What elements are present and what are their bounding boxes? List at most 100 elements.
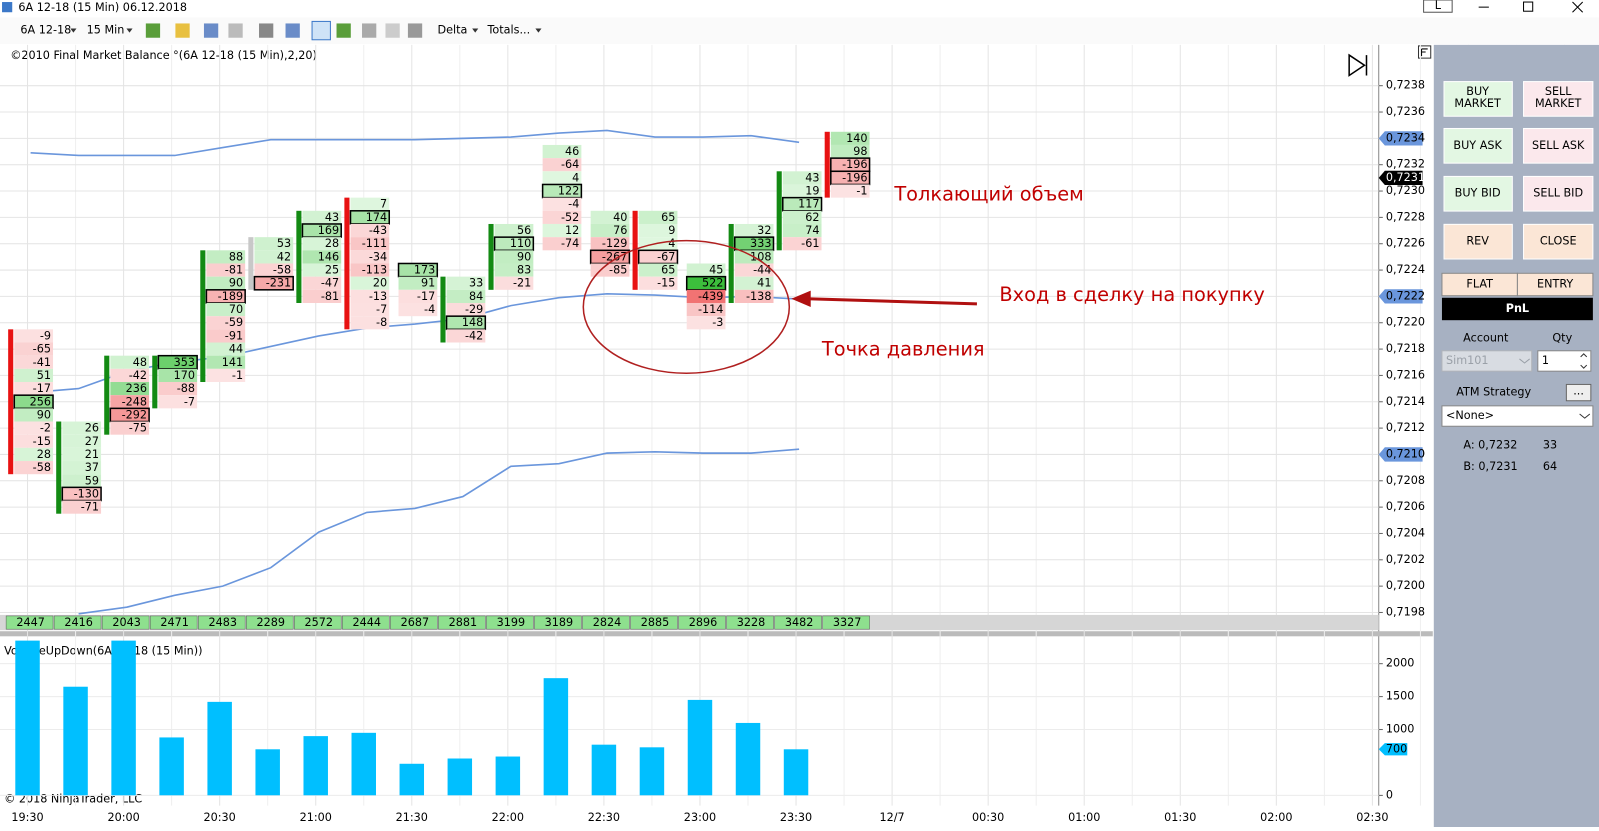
interval-select[interactable]: 15 Min	[87, 24, 125, 37]
volume-bar	[495, 756, 521, 796]
maximize-icon[interactable]	[1523, 1, 1534, 12]
qty-input[interactable]	[1537, 350, 1592, 372]
button[interactable]	[1523, 223, 1594, 260]
x-tick-label: 23:00	[684, 811, 716, 824]
footprint-cell	[686, 289, 726, 303]
footprint-value: -248	[122, 395, 147, 408]
footprint-cell	[542, 210, 582, 224]
tool-icon[interactable]	[175, 23, 190, 38]
button[interactable]	[1443, 223, 1513, 260]
mode-select[interactable]: Delta	[437, 24, 467, 37]
tool-icon[interactable]	[385, 23, 400, 38]
volume-title: VolumeUpDown(6A 12-18 (15 Min))	[4, 645, 202, 658]
footprint-value: -13	[369, 290, 387, 303]
toolbar-icons[interactable]	[145, 20, 423, 41]
footprint-value: 28	[37, 448, 51, 461]
price-marker	[1378, 447, 1423, 462]
y-tick-label: 0	[1386, 788, 1393, 801]
footprint-cell	[734, 289, 774, 303]
button[interactable]	[1516, 272, 1594, 297]
footprint-value: 25	[325, 264, 339, 277]
footprint-value: 117	[798, 198, 819, 211]
footprint-value: -130	[74, 487, 99, 500]
footprint-value: -9	[40, 329, 51, 342]
tool-icon[interactable]	[285, 23, 300, 38]
tool-icon[interactable]	[407, 23, 423, 38]
tool-icon[interactable]	[259, 23, 274, 38]
window-button-label: L	[1435, 0, 1442, 12]
footprint-cell	[254, 250, 294, 264]
button-label: ENTRY	[1537, 278, 1573, 291]
button[interactable]	[1443, 81, 1513, 117]
app-icon	[2, 2, 13, 13]
total-cell	[582, 615, 630, 630]
x-tick-label: 23:30	[780, 811, 812, 824]
candle-bar	[728, 223, 734, 303]
y-tick-label: 0,7230	[1386, 184, 1425, 197]
footprint-value: -196	[842, 171, 867, 184]
atm-select[interactable]	[1441, 405, 1594, 427]
footprint-cell	[14, 382, 54, 396]
footprint-cell	[542, 223, 582, 238]
button[interactable]	[1523, 127, 1594, 164]
x-tick-label: 20:30	[204, 811, 236, 824]
tool-icon[interactable]	[336, 23, 351, 38]
window-button[interactable]	[1423, 0, 1453, 13]
instrument-select[interactable]: 6A 12-18	[20, 24, 71, 37]
tool-icon[interactable]	[228, 23, 243, 38]
footprint-cell	[62, 474, 102, 488]
total-value: 3199	[497, 616, 526, 629]
footprint-value: -34	[369, 250, 387, 263]
arrowhead	[791, 290, 811, 307]
panel-separator	[0, 631, 1433, 637]
footprint-cell	[446, 329, 486, 343]
footprint-value: -88	[177, 382, 195, 395]
footprint-cell	[158, 368, 198, 383]
tool-icon[interactable]	[311, 20, 331, 41]
x-tick-label: 01:00	[1068, 811, 1100, 824]
volume-bar	[783, 749, 809, 796]
footprint-value: 44	[229, 343, 243, 356]
footprint-value: 146	[318, 250, 339, 263]
footprint-cell	[686, 302, 726, 317]
button[interactable]	[1523, 175, 1594, 212]
dropdown-arrow	[1519, 358, 1530, 364]
total-cell	[294, 615, 342, 630]
scroll-end-icon[interactable]	[1348, 53, 1368, 77]
total-cell	[726, 615, 774, 630]
button[interactable]	[1443, 127, 1513, 164]
tool-icon[interactable]	[145, 23, 161, 38]
total-cell	[53, 615, 102, 630]
tool-icon[interactable]	[203, 23, 219, 38]
footprint-cell	[62, 434, 102, 448]
footprint-cell	[14, 355, 54, 369]
total-value: 2447	[16, 616, 45, 629]
total-value: 3482	[785, 616, 814, 629]
y-tick-label: 0,7204	[1386, 526, 1425, 539]
footprint-cell	[494, 223, 534, 238]
indicator-title: ©2010 Final Market Balance °(6A 12-18 (1…	[10, 49, 317, 62]
footprint-value: -114	[698, 303, 723, 316]
qty-value: 1	[1542, 354, 1549, 367]
close-icon[interactable]	[1572, 1, 1584, 13]
button[interactable]	[1523, 81, 1594, 117]
button[interactable]	[1443, 175, 1513, 212]
atm-label: ATM Strategy	[1456, 386, 1531, 399]
footprint-value: 353	[174, 356, 195, 369]
footprint-value: 42	[277, 250, 291, 263]
footprint-value: -1	[232, 369, 243, 382]
y-tick-label: 0,7206	[1386, 500, 1425, 513]
qty-spinner[interactable]	[1580, 353, 1588, 369]
footprint-value: 41	[757, 277, 771, 290]
totals-select[interactable]: Totals...	[486, 24, 530, 37]
total-value: 2043	[112, 616, 141, 629]
footprint-value: -439	[698, 290, 723, 303]
account-select[interactable]	[1441, 350, 1533, 372]
atm-button[interactable]	[1565, 383, 1592, 402]
footprint-value: 333	[750, 237, 771, 250]
footprint-cell	[686, 316, 726, 330]
y-tick-label: 0,7228	[1386, 210, 1425, 223]
footprint-value: -3	[712, 316, 723, 329]
footprint-value: 37	[85, 461, 99, 474]
tool-icon[interactable]	[362, 23, 377, 38]
